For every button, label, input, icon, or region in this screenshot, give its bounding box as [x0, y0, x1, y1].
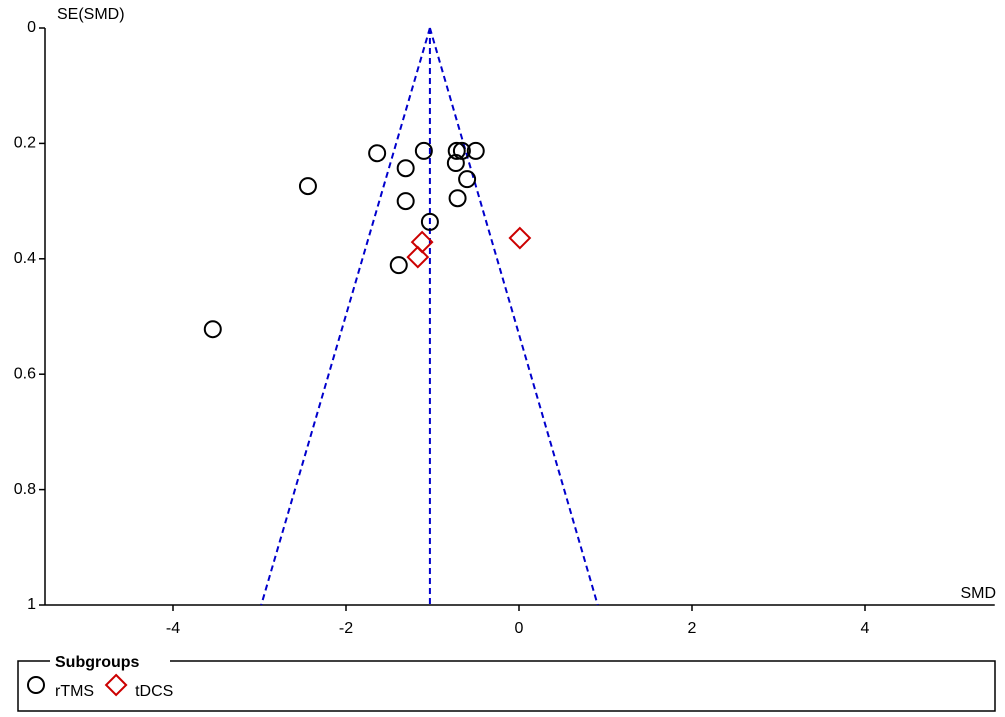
- data-point: [446, 154, 465, 173]
- x-tick-label: 2: [688, 620, 697, 637]
- data-point: [508, 226, 532, 250]
- data-point: [466, 141, 485, 160]
- data-point: [396, 192, 415, 211]
- data-point: [396, 159, 415, 178]
- data-point: [447, 141, 466, 160]
- data-point: [458, 170, 477, 189]
- y-tick-label: 0.6: [14, 365, 36, 382]
- data-point: [368, 144, 387, 163]
- y-axis-title: SE(SMD): [57, 6, 125, 23]
- data-point: [389, 256, 408, 275]
- x-tick-label: 4: [861, 620, 870, 637]
- y-tick-label: 0.8: [14, 481, 36, 498]
- data-point: [406, 245, 430, 269]
- funnel-line: [260, 27, 431, 606]
- legend-marker: [104, 673, 128, 697]
- legend-label: tDCS: [135, 683, 173, 700]
- y-tick-label: 0.2: [14, 135, 36, 152]
- y-tick-label: 0: [27, 19, 36, 36]
- data-point: [414, 141, 433, 160]
- x-tick-label: -2: [339, 620, 353, 637]
- data-point: [203, 320, 222, 339]
- y-tick-label: 1: [27, 596, 36, 613]
- data-point: [420, 212, 439, 231]
- x-tick-label: 0: [515, 620, 524, 637]
- data-point: [298, 177, 317, 196]
- x-axis-title: SMD: [960, 585, 996, 602]
- legend-title: Subgroups: [55, 654, 140, 671]
- y-tick-label: 0.4: [14, 250, 36, 267]
- x-tick-label: -4: [166, 620, 180, 637]
- funnel-line: [428, 27, 599, 606]
- legend-marker: [27, 676, 45, 694]
- legend-title-bg: [50, 654, 170, 670]
- data-point: [448, 189, 467, 208]
- legend-box: [17, 660, 996, 712]
- legend-label: rTMS: [55, 683, 94, 700]
